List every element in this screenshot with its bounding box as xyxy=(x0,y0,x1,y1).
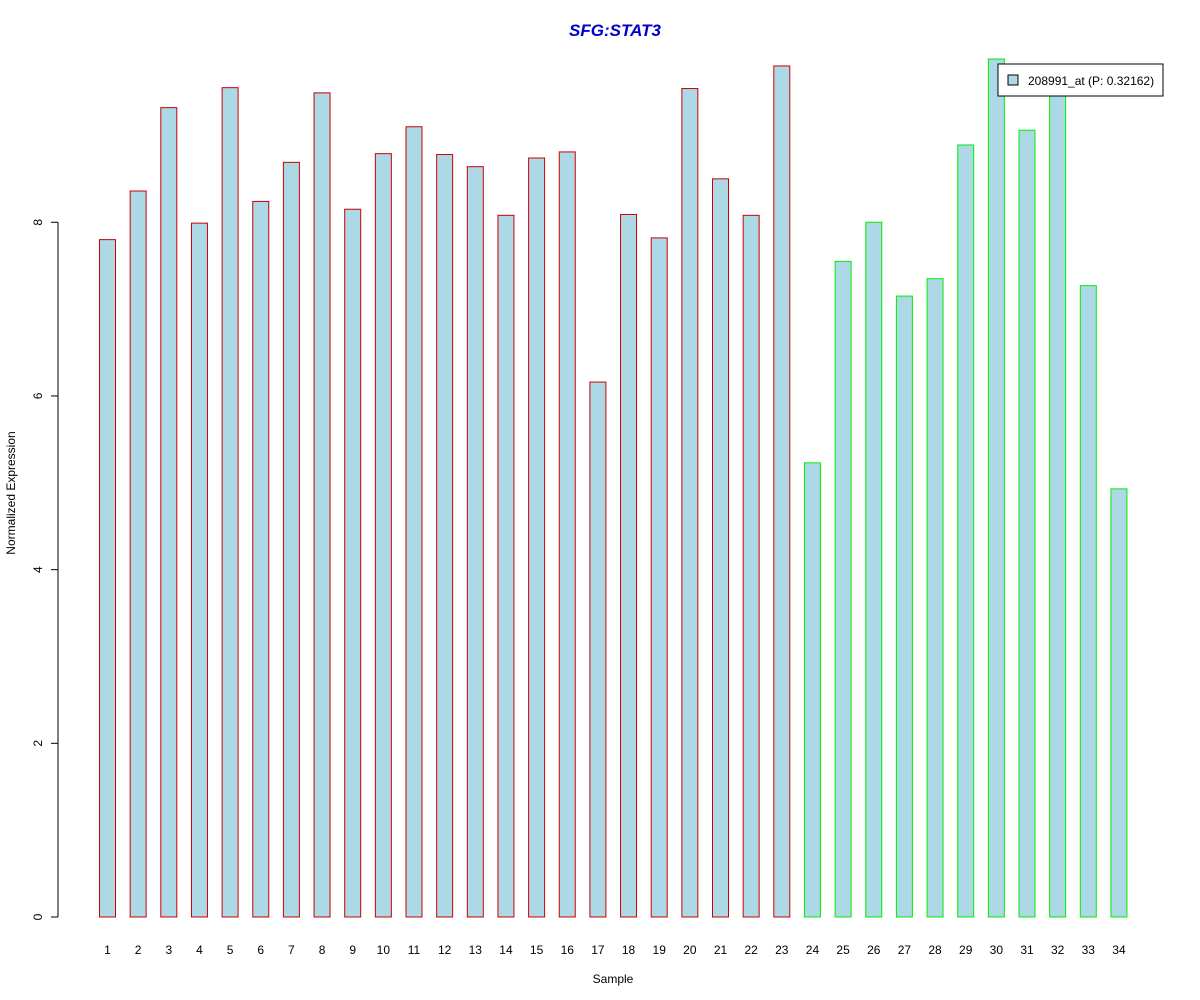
x-tick-label: 33 xyxy=(1082,943,1096,957)
x-tick-label: 14 xyxy=(499,943,513,957)
x-tick-label: 17 xyxy=(591,943,605,957)
bar xyxy=(834,260,852,918)
y-tick-label: 4 xyxy=(31,566,45,573)
bar xyxy=(497,214,515,918)
x-tick-label: 10 xyxy=(377,943,391,957)
x-tick-label: 15 xyxy=(530,943,544,957)
x-tick-label: 5 xyxy=(227,943,234,957)
bar xyxy=(987,58,1005,918)
x-tick-label: 27 xyxy=(898,943,912,957)
bar xyxy=(129,190,147,918)
y-tick-label: 2 xyxy=(31,740,45,747)
bar xyxy=(1110,488,1128,918)
bar xyxy=(528,157,546,918)
x-tick-label: 2 xyxy=(135,943,142,957)
bar xyxy=(558,151,576,918)
bar xyxy=(773,65,791,918)
x-tick-labels: 1 2 3 4 5 6 7 8 9 10 11 12 13 14 15 16 17 18 19 20 21 22 23 24 2… xyxy=(104,943,1126,957)
x-tick-label: 22 xyxy=(744,943,758,957)
x-axis-label: Sample xyxy=(593,972,634,986)
bar xyxy=(313,92,331,918)
bars-group xyxy=(99,58,1128,918)
y-tick-label: 0 xyxy=(31,913,45,920)
bar xyxy=(895,295,913,918)
bar xyxy=(1079,285,1097,918)
x-tick-label: 9 xyxy=(349,943,356,957)
x-tick-label: 16 xyxy=(561,943,575,957)
bar xyxy=(681,88,699,918)
bar xyxy=(803,462,821,918)
bar xyxy=(282,161,300,918)
y-axis-label: Normalized Expression xyxy=(4,431,18,554)
x-tick-label: 18 xyxy=(622,943,636,957)
x-tick-label: 30 xyxy=(990,943,1004,957)
y-axis: 0 2 4 6 8 xyxy=(31,219,59,920)
bar xyxy=(620,213,638,918)
x-tick-label: 7 xyxy=(288,943,295,957)
x-tick-label: 13 xyxy=(469,943,483,957)
legend: 208991_at (P: 0.32162) xyxy=(997,63,1164,97)
y-tick-label: 6 xyxy=(31,392,45,399)
bar xyxy=(252,200,270,918)
x-tick-label: 3 xyxy=(165,943,172,957)
x-tick-label: 23 xyxy=(775,943,789,957)
bar xyxy=(436,154,454,918)
x-tick-label: 8 xyxy=(319,943,326,957)
x-tick-label: 20 xyxy=(683,943,697,957)
bar xyxy=(405,126,423,918)
bar xyxy=(926,278,944,918)
x-tick-label: 28 xyxy=(928,943,942,957)
x-tick-label: 31 xyxy=(1020,943,1034,957)
bar xyxy=(221,87,239,918)
bar xyxy=(589,381,607,918)
x-tick-label: 21 xyxy=(714,943,728,957)
bar xyxy=(466,166,484,918)
bar xyxy=(344,208,362,918)
legend-box xyxy=(997,63,1164,97)
bar xyxy=(742,214,760,918)
bar xyxy=(865,221,883,918)
x-tick-label: 6 xyxy=(257,943,264,957)
legend-label: 208991_at (P: 0.32162) xyxy=(1028,74,1154,88)
x-tick-label: 29 xyxy=(959,943,973,957)
legend-swatch xyxy=(1007,74,1019,86)
x-tick-label: 24 xyxy=(806,943,820,957)
bar xyxy=(957,144,975,918)
x-tick-label: 19 xyxy=(653,943,667,957)
bar xyxy=(1018,129,1036,918)
bar xyxy=(374,153,392,918)
x-tick-label: 12 xyxy=(438,943,452,957)
bar xyxy=(99,239,116,918)
bar xyxy=(650,237,668,918)
x-tick-label: 32 xyxy=(1051,943,1065,957)
x-tick-label: 4 xyxy=(196,943,203,957)
bar xyxy=(1049,63,1067,918)
bar xyxy=(712,178,729,918)
bar xyxy=(160,107,178,918)
x-tick-label: 25 xyxy=(836,943,850,957)
x-tick-label: 1 xyxy=(104,943,111,957)
x-tick-label: 26 xyxy=(867,943,881,957)
chart-title: SFG:STAT3 xyxy=(569,21,661,40)
x-tick-label: 34 xyxy=(1112,943,1126,957)
x-tick-label: 11 xyxy=(408,943,421,957)
y-tick-label: 8 xyxy=(31,219,45,226)
bar xyxy=(190,222,208,918)
